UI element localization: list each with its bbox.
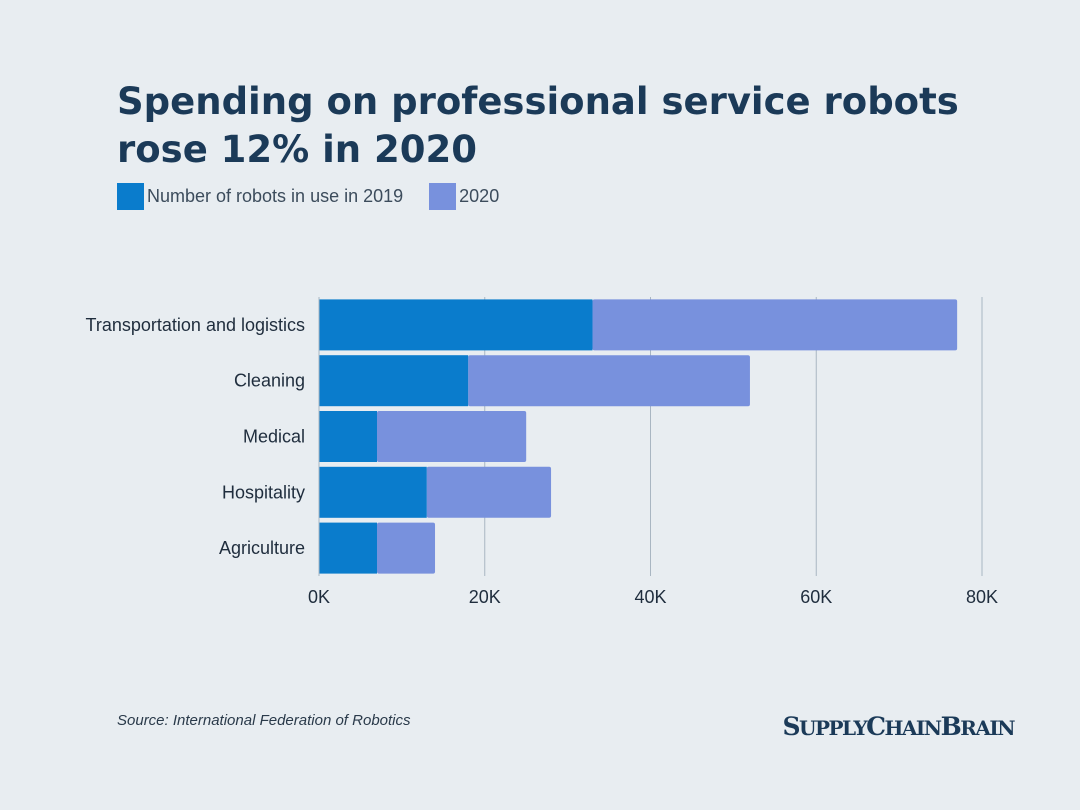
bar-2019: [319, 299, 593, 351]
legend-label-2019: Number of robots in use in 2019: [147, 186, 404, 206]
bar-2019: [319, 355, 469, 407]
x-tick-label: 0K: [308, 587, 330, 607]
legend-item-2019: Number of robots in use in 2019: [117, 183, 403, 210]
category-label: Medical: [243, 427, 305, 447]
chart-title: Spending on professional service robots …: [117, 80, 959, 171]
x-tick-label: 20K: [469, 587, 501, 607]
legend: Number of robots in use in 2019 2020: [117, 183, 525, 210]
legend-label-2020: 2020: [459, 186, 500, 206]
bar-2020: [426, 466, 552, 518]
x-tick-label: 40K: [634, 587, 666, 607]
bar-2019: [319, 411, 378, 462]
x-tick-label: 80K: [966, 587, 998, 607]
category-label: Cleaning: [234, 371, 305, 391]
legend-swatch-2020: [429, 183, 457, 210]
category-label: Hospitality: [222, 482, 305, 502]
source-note: Source: International Federation of Robo…: [117, 712, 411, 729]
bar-2019: [319, 522, 378, 574]
legend-swatch-2019: [117, 183, 144, 210]
bar-2020: [377, 411, 527, 462]
legend-item-2020: 2020: [429, 183, 499, 210]
bar-2020: [468, 355, 750, 407]
x-tick-label: 60K: [800, 587, 832, 607]
bar-2020: [377, 522, 436, 574]
bar-2020: [592, 299, 958, 351]
supplychainbrain-logo: SUPPLYCHAINBRAIN: [782, 712, 1015, 741]
category-label: Transportation and logistics: [86, 315, 305, 335]
category-label: Agriculture: [219, 538, 305, 558]
bar-2019: [319, 466, 427, 518]
